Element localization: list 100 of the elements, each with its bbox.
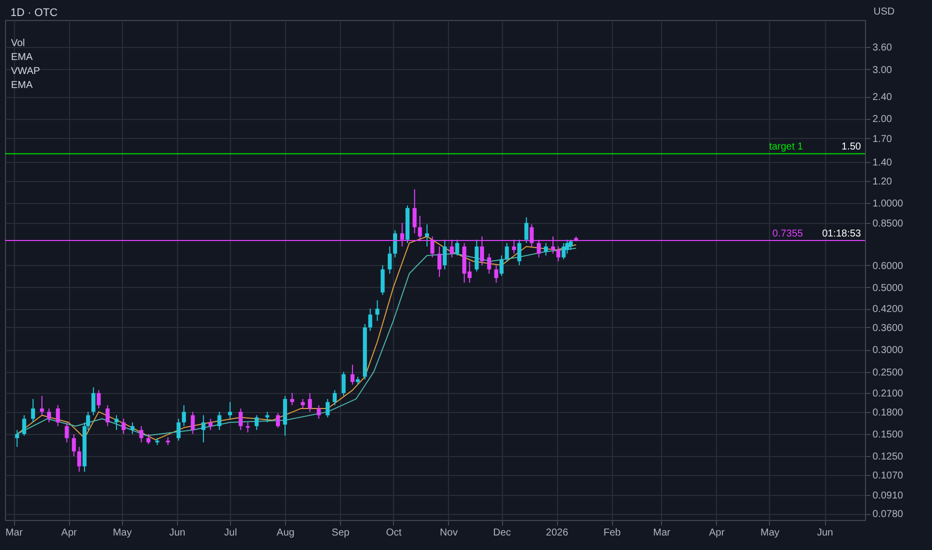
candlestick [77,446,82,472]
candlestick [388,246,392,274]
chart-title: 1D · OTC [10,7,58,19]
candlestick [455,239,460,256]
candlestick [22,414,26,436]
candlestick [56,404,60,427]
x-tick-label: Apr [61,528,78,538]
y-tick-label: 0.1070 [872,470,904,482]
x-tick-label: Apr [708,528,726,538]
candlestick [72,433,76,457]
candlestick [350,364,354,386]
candlestick [393,230,398,258]
ref-line-label: 0.7355 [772,228,804,240]
ref-line-label: target 1 [769,142,804,153]
candlestick [208,418,213,431]
candlestick [122,418,126,434]
annotation: Vol [11,38,25,49]
candlestick [190,411,195,434]
candlestick [487,253,492,274]
x-tick-label: Sep [332,528,350,538]
candlestick [326,398,330,418]
y-tick-label: 1.40 [872,158,892,169]
y-tick-label: 0.1800 [872,407,904,418]
candlestick [265,411,270,423]
candlestick [246,422,250,433]
annotation: EMA [11,80,33,91]
x-tick-label: Jun [816,528,834,538]
candlestick [182,404,186,427]
candlestick [146,433,150,445]
x-tick-label: Jul [224,528,237,538]
y-tick-label: 0.1250 [872,452,904,463]
candlestick [290,392,294,406]
candlestick [40,395,44,416]
candlestick [176,418,181,442]
candlestick [91,386,96,416]
x-tick-label: Aug [276,528,294,538]
y-tick-label: 0.3600 [872,322,904,334]
x-tick-label: Feb [603,528,622,538]
candlestick [238,408,243,431]
y-axis-title: USD [874,6,895,18]
y-tick-label: 0.5000 [872,282,904,294]
candlestick [308,392,312,412]
candlestick [368,308,372,332]
y-tick-label: 0.6000 [872,260,904,272]
candlestick [517,239,522,266]
y-tick-label: 0.8500 [872,218,904,230]
y-tick-label: 1.70 [872,134,892,145]
candlestick [442,239,447,270]
candlestick [425,224,430,247]
candlestick [300,398,305,409]
y-tick-label: 0.2100 [872,388,904,400]
x-tick-label: 2026 [546,528,569,538]
candlestick [217,411,222,431]
candlestick [114,414,118,431]
y-tick-label: 0.3000 [872,345,904,356]
candlestick [500,255,504,276]
x-tick-label: Oct [386,528,402,538]
candlestick [568,239,573,251]
annotation: 01:18:53 [822,228,862,240]
candlestick [380,264,385,296]
candlestick [544,242,548,256]
candlestick [342,371,346,396]
y-tick-label: 3.00 [872,64,892,76]
candlestick [96,390,101,409]
y-tick-label: 0.2500 [872,367,904,378]
candlestick [504,242,509,262]
candlestick [276,412,280,428]
annotation: EMA [11,52,33,63]
annotation: VWAP [11,66,40,77]
candlestick [64,422,69,443]
candlestick [375,300,380,322]
candlestick [106,404,110,427]
y-tick-label: 0.0780 [872,509,904,520]
y-tick-label: 3.60 [872,42,892,54]
y-tick-label: 1.0000 [872,198,904,210]
y-tick-label: 0.1500 [872,429,904,440]
candlestick [15,430,20,448]
candlestick [332,390,337,406]
x-tick-label: May [112,528,132,538]
y-tick-label: 0.0910 [872,490,904,502]
y-tick-label: 1.20 [872,176,892,188]
candlestick [139,426,144,443]
y-tick-label: 0.4200 [872,304,904,316]
annotation: 1.50 [842,142,862,153]
candlestick [130,422,134,434]
x-tick-label: Jun [169,528,186,538]
candlestick [494,264,498,284]
candlestick [556,246,560,262]
candlestick [474,239,479,272]
candlestick [31,398,36,423]
candlestick [201,414,206,443]
x-tick-label: Mar [5,528,24,538]
candlestick [47,408,52,423]
candlestick [562,242,566,260]
x-tick-label: Dec [493,528,511,538]
candlestick [524,216,528,244]
candlestick [254,414,259,431]
x-tick-label: May [760,528,780,538]
candlestick [437,246,442,278]
candlestick [316,404,321,420]
